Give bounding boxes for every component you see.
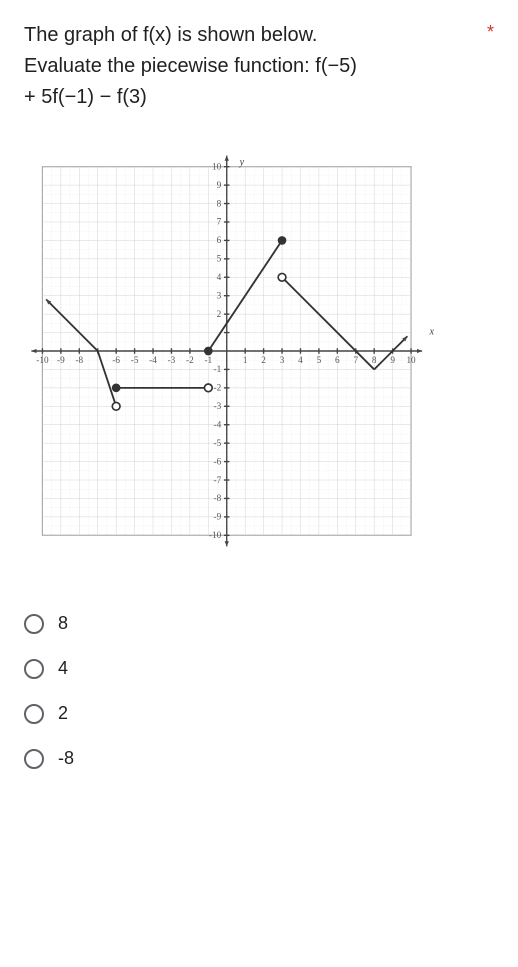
option-choice[interactable]: 2 (24, 691, 494, 736)
option-label: 8 (58, 613, 68, 634)
svg-text:-8: -8 (75, 355, 83, 365)
option-label: -8 (58, 748, 74, 769)
svg-text:-3: -3 (214, 401, 222, 411)
radio-icon (24, 614, 44, 634)
svg-text:-1: -1 (204, 355, 212, 365)
svg-text:x: x (428, 326, 434, 337)
svg-text:-8: -8 (214, 493, 222, 503)
svg-text:1: 1 (243, 355, 248, 365)
option-choice[interactable]: -8 (24, 736, 494, 781)
svg-text:2: 2 (261, 355, 266, 365)
question-line-1: The graph of f(x) is shown below. (24, 24, 317, 46)
svg-text:-3: -3 (168, 355, 176, 365)
svg-text:3: 3 (217, 290, 222, 300)
option-choice[interactable]: 8 (24, 601, 494, 646)
svg-text:-10: -10 (209, 530, 222, 540)
radio-icon (24, 704, 44, 724)
svg-text:6: 6 (335, 355, 340, 365)
option-choice[interactable]: 4 (24, 646, 494, 691)
svg-text:-2: -2 (186, 355, 194, 365)
question-header: * The graph of f(x) is shown below. Eval… (24, 20, 494, 113)
svg-text:-6: -6 (214, 456, 222, 466)
option-label: 2 (58, 703, 68, 724)
svg-text:6: 6 (217, 235, 222, 245)
svg-text:-10: -10 (36, 355, 49, 365)
svg-text:-6: -6 (112, 355, 120, 365)
radio-icon (24, 659, 44, 679)
svg-text:4: 4 (217, 272, 222, 282)
svg-text:7: 7 (353, 355, 358, 365)
svg-text:2: 2 (217, 309, 222, 319)
svg-text:8: 8 (217, 198, 222, 208)
svg-text:-2: -2 (214, 383, 222, 393)
svg-text:9: 9 (390, 355, 395, 365)
svg-text:8: 8 (372, 355, 377, 365)
svg-text:-4: -4 (214, 419, 222, 429)
svg-text:10: 10 (212, 161, 222, 171)
svg-text:3: 3 (280, 355, 285, 365)
svg-text:-7: -7 (214, 475, 222, 485)
svg-text:-9: -9 (214, 512, 222, 522)
svg-text:-4: -4 (149, 355, 157, 365)
svg-text:10: 10 (406, 355, 416, 365)
svg-text:-1: -1 (214, 364, 222, 374)
option-label: 4 (58, 658, 68, 679)
svg-text:y: y (239, 157, 245, 168)
svg-text:9: 9 (217, 180, 222, 190)
answer-options: 8 4 2 -8 (24, 601, 494, 781)
svg-text:5: 5 (217, 254, 222, 264)
svg-text:4: 4 (298, 355, 303, 365)
question-line-3: + 5f(−1) − f(3) (24, 86, 147, 108)
required-asterisk: * (487, 22, 494, 43)
piecewise-graph: -10 -9 -8 -6 -5 -4 -3 -2 -1 1 2 3 4 5 6 7 8 9 10 10 9 8 7 6 5 4 3 2… (24, 141, 494, 561)
question-text: The graph of f(x) is shown below. Evalua… (24, 20, 494, 113)
svg-text:-9: -9 (57, 355, 65, 365)
question-line-2: Evaluate the piecewise function: f(−5) (24, 55, 357, 77)
svg-text:-5: -5 (214, 438, 222, 448)
graph-container: -10 -9 -8 -6 -5 -4 -3 -2 -1 1 2 3 4 5 6 7 8 9 10 10 9 8 7 6 5 4 3 2… (24, 141, 494, 561)
svg-text:7: 7 (217, 217, 222, 227)
svg-text:5: 5 (317, 355, 322, 365)
svg-text:-5: -5 (131, 355, 139, 365)
radio-icon (24, 749, 44, 769)
